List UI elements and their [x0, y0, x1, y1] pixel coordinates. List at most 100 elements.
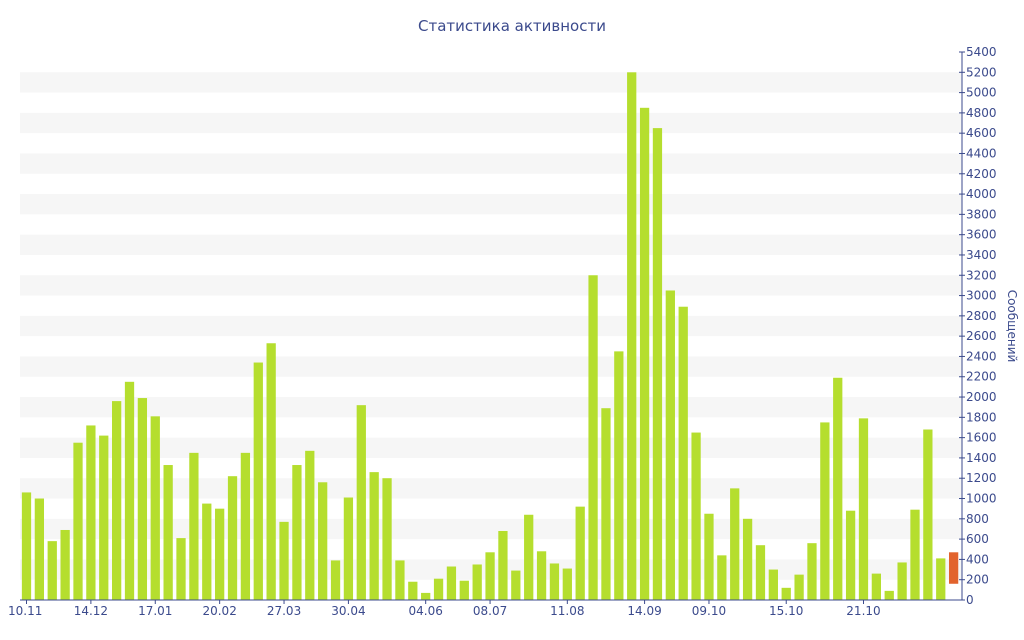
y-tick-label: 200 — [966, 573, 989, 587]
y-tick-label: 3800 — [966, 207, 997, 221]
bar — [897, 562, 907, 600]
y-tick-label: 5400 — [966, 45, 997, 59]
y-tick-label: 3400 — [966, 248, 997, 262]
x-tick-label: 11.08 — [550, 604, 584, 618]
x-tick-label: 14.09 — [627, 604, 661, 618]
x-ticks: 10.11 14.12 17.01 20.02 27.03 30.04 04.06 08.07… — [8, 600, 881, 618]
bar — [446, 566, 457, 600]
bar — [575, 506, 585, 600]
bar — [614, 351, 624, 600]
x-tick-label: 10.11 — [8, 604, 42, 618]
bar — [124, 381, 135, 600]
grid-band — [20, 397, 962, 418]
y-tick-label: 1400 — [966, 451, 997, 465]
bar — [936, 558, 946, 600]
y-tick-label: 1600 — [966, 431, 997, 445]
bar — [459, 580, 469, 600]
bar — [665, 290, 675, 600]
bar — [820, 422, 830, 600]
bar — [910, 509, 920, 600]
bar — [253, 362, 263, 600]
x-tick-label: 17.01 — [138, 604, 172, 618]
bar — [21, 492, 32, 600]
bar — [845, 510, 856, 600]
x-tick-label: 21.10 — [846, 604, 880, 618]
bar — [549, 563, 560, 600]
grid-band — [20, 234, 962, 255]
bars — [21, 72, 959, 601]
grid-band — [20, 194, 962, 215]
bar — [189, 452, 199, 600]
x-tick-label: 20.02 — [202, 604, 236, 618]
grid-band — [20, 275, 962, 296]
y-tick-label: 5200 — [966, 65, 997, 79]
x-tick-label: 15.10 — [769, 604, 803, 618]
bar — [781, 587, 791, 600]
y-tick-label: 0 — [966, 593, 974, 607]
bar — [176, 538, 186, 600]
bar — [511, 570, 521, 600]
bar — [227, 476, 238, 600]
grid-band — [20, 356, 962, 377]
y-tick-label: 4600 — [966, 126, 997, 140]
bar — [524, 514, 534, 600]
y-tick-label: 800 — [966, 512, 989, 526]
y-tick-label: 2400 — [966, 349, 997, 363]
bar — [163, 465, 173, 600]
y-tick-label: 4000 — [966, 187, 997, 201]
bar — [768, 569, 778, 600]
bar — [318, 482, 328, 600]
y-tick-label: 1000 — [966, 492, 997, 506]
bar — [34, 498, 45, 600]
y-axis-label: Сообщений — [1005, 290, 1019, 363]
y-ticks: 0 200 400 600 800 1000 1200 1400 1600 1800 2000 220… — [959, 45, 997, 607]
bar — [330, 560, 341, 600]
y-tick-label: 3600 — [966, 228, 997, 242]
bar — [215, 508, 225, 600]
bar — [47, 541, 57, 600]
bar — [639, 107, 650, 600]
bar — [601, 408, 611, 600]
bar — [472, 564, 482, 600]
grid-band — [20, 153, 962, 174]
bar — [871, 573, 881, 600]
bar — [266, 343, 276, 600]
y-tick-label: 4400 — [966, 146, 997, 160]
bar — [60, 529, 70, 600]
bar — [433, 578, 444, 600]
bar — [717, 555, 727, 600]
bar — [923, 429, 933, 600]
grid-band — [20, 315, 962, 337]
bar — [704, 513, 714, 600]
bar — [588, 275, 598, 600]
bar-current — [948, 552, 959, 584]
bar — [150, 416, 160, 600]
bar — [73, 442, 83, 600]
grid-bands — [20, 72, 962, 580]
bar — [833, 377, 843, 600]
bar — [292, 465, 302, 600]
y-tick-label: 3200 — [966, 268, 997, 282]
x-tick-label: 27.03 — [267, 604, 301, 618]
bar — [356, 405, 366, 600]
bar — [794, 574, 804, 600]
bar — [562, 568, 572, 600]
y-tick-label: 2200 — [966, 370, 997, 384]
x-tick-label: 04.06 — [408, 604, 442, 618]
y-tick-label: 600 — [966, 532, 989, 546]
bar — [99, 435, 109, 600]
bar — [202, 503, 212, 600]
bar — [498, 530, 508, 600]
y-tick-label: 1200 — [966, 471, 997, 485]
y-tick-label: 1800 — [966, 410, 997, 424]
bar — [240, 452, 251, 600]
bar — [627, 72, 637, 601]
bar — [382, 478, 392, 600]
bar — [807, 543, 817, 600]
y-tick-label: 5000 — [966, 86, 997, 100]
chart-title: Статистика активности — [418, 17, 606, 35]
bar — [858, 418, 869, 600]
y-tick-label: 2800 — [966, 309, 997, 323]
x-tick-label: 14.12 — [74, 604, 108, 618]
